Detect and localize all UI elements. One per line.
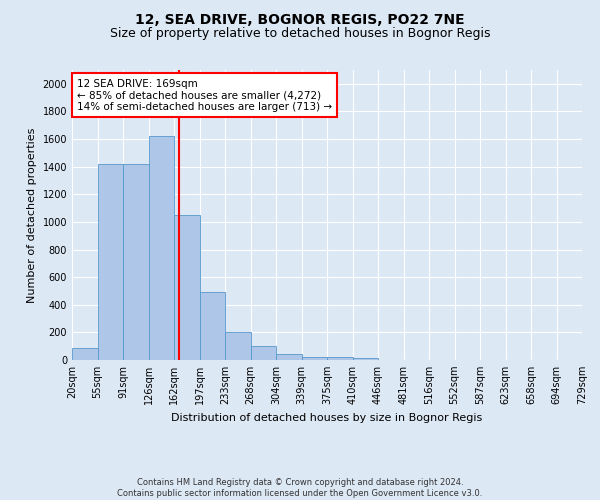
Text: 12 SEA DRIVE: 169sqm
← 85% of detached houses are smaller (4,272)
14% of semi-de: 12 SEA DRIVE: 169sqm ← 85% of detached h… bbox=[77, 78, 332, 112]
Bar bbox=[353, 358, 378, 360]
Bar bbox=[251, 346, 276, 360]
Text: 12, SEA DRIVE, BOGNOR REGIS, PO22 7NE: 12, SEA DRIVE, BOGNOR REGIS, PO22 7NE bbox=[135, 12, 465, 26]
Bar bbox=[72, 348, 97, 360]
Bar bbox=[302, 356, 327, 360]
Bar bbox=[276, 354, 302, 360]
X-axis label: Distribution of detached houses by size in Bognor Regis: Distribution of detached houses by size … bbox=[172, 412, 482, 422]
Bar bbox=[225, 332, 251, 360]
Bar bbox=[174, 215, 199, 360]
Text: Contains HM Land Registry data © Crown copyright and database right 2024.
Contai: Contains HM Land Registry data © Crown c… bbox=[118, 478, 482, 498]
Bar bbox=[149, 136, 174, 360]
Text: Size of property relative to detached houses in Bognor Regis: Size of property relative to detached ho… bbox=[110, 28, 490, 40]
Bar bbox=[199, 292, 225, 360]
Bar bbox=[97, 164, 123, 360]
Bar bbox=[123, 164, 149, 360]
Bar bbox=[327, 357, 353, 360]
Y-axis label: Number of detached properties: Number of detached properties bbox=[27, 128, 37, 302]
